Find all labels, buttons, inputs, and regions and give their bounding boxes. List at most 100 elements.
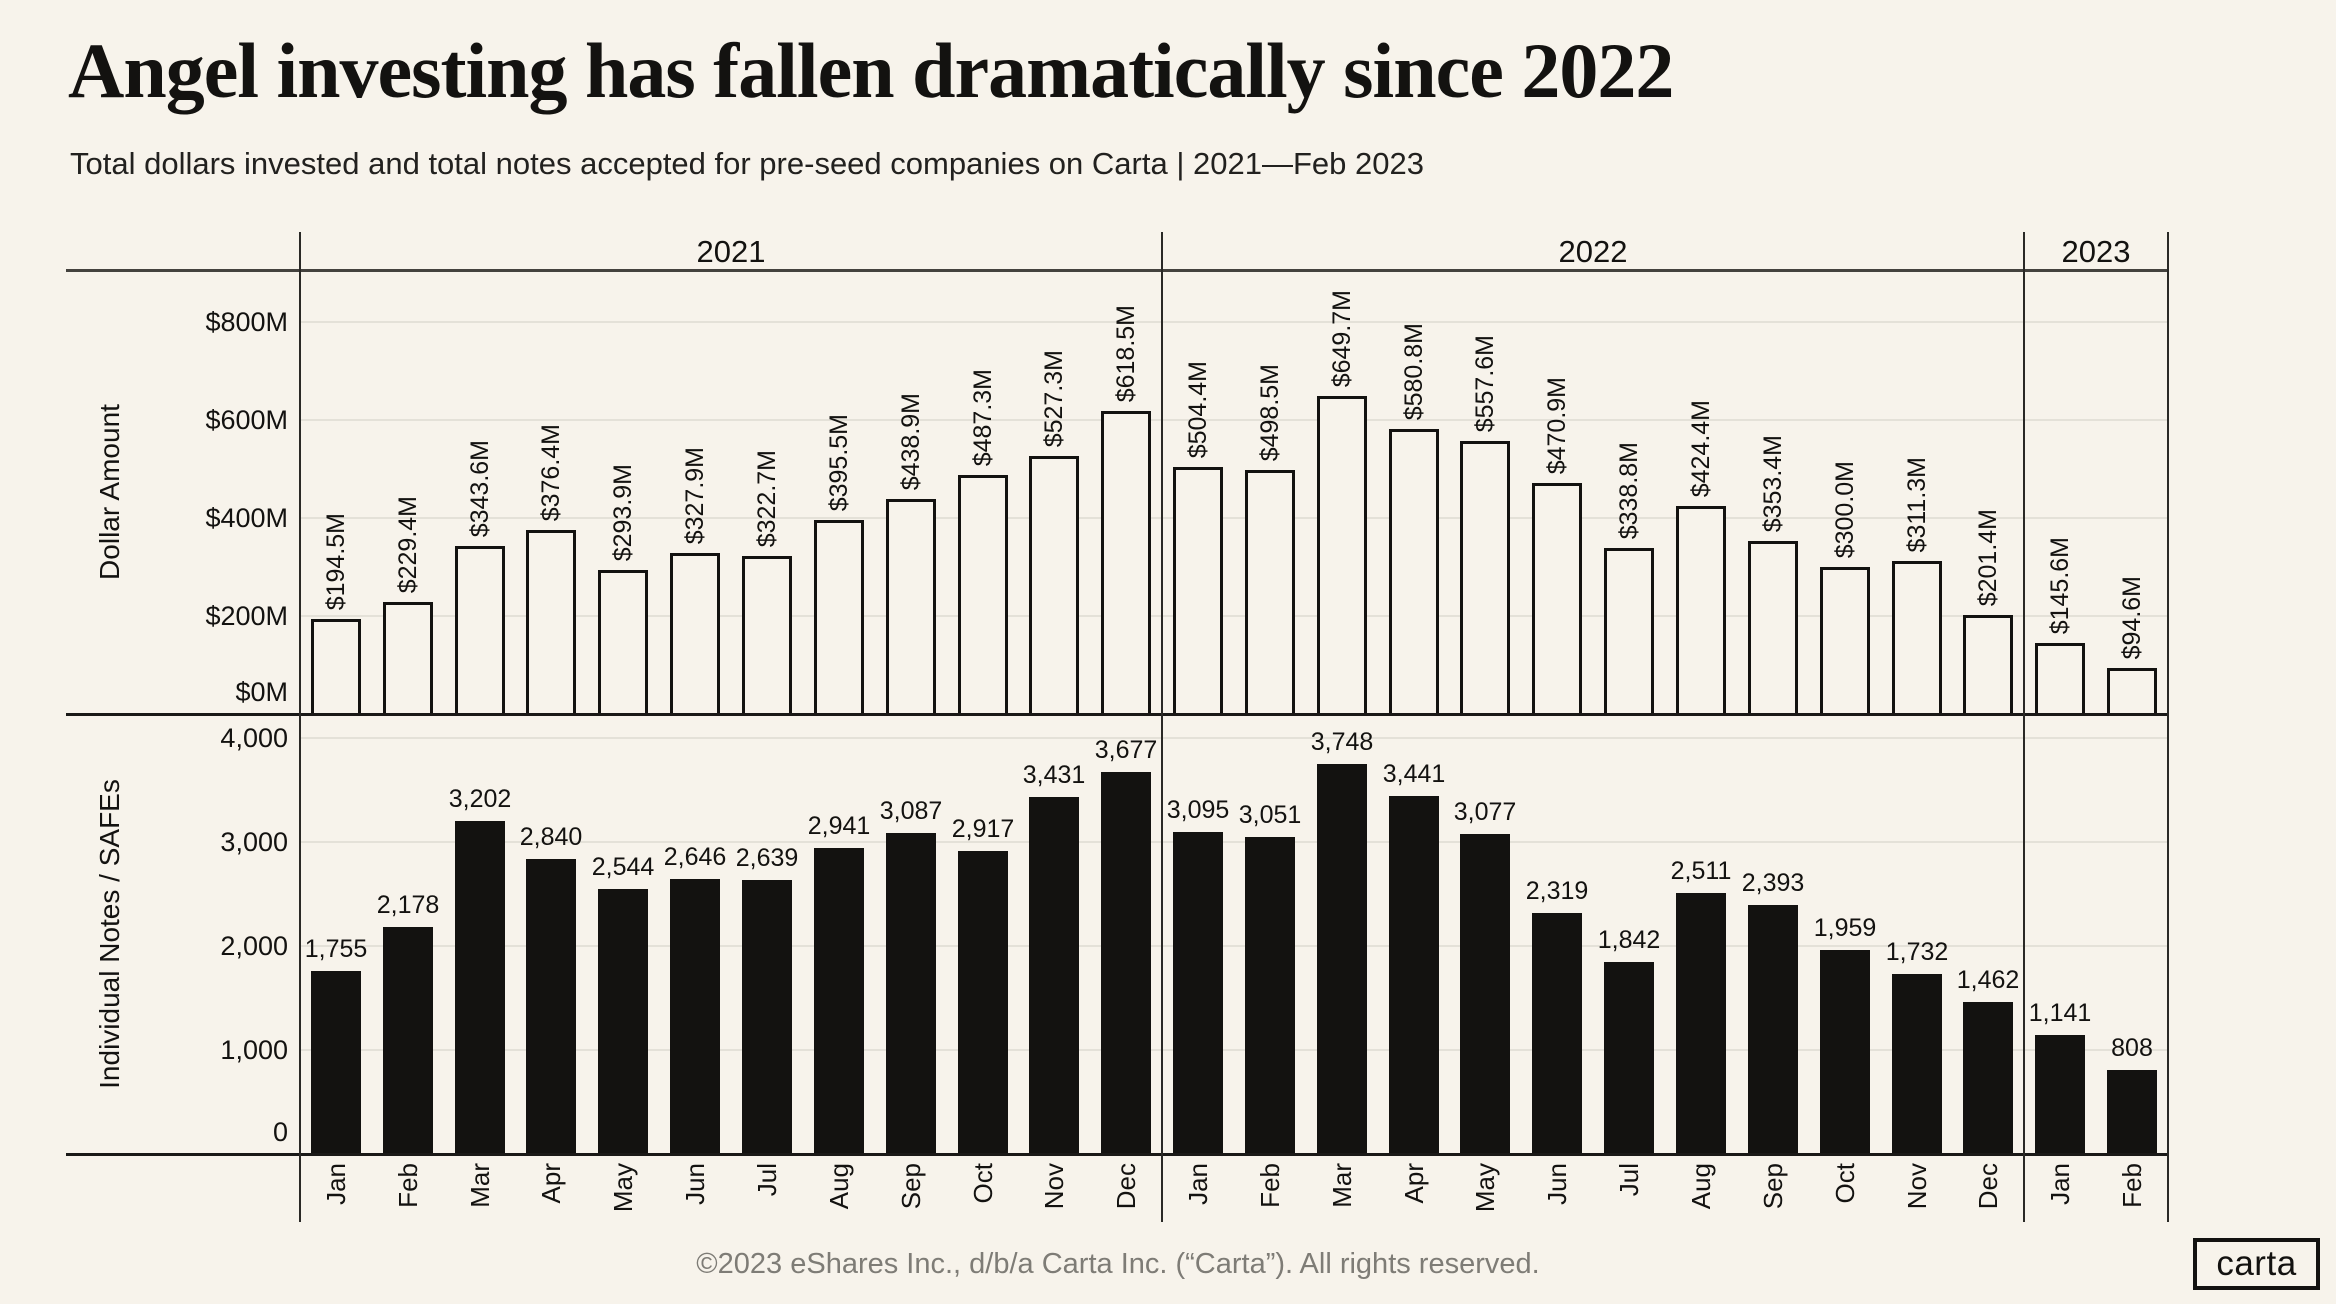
month-label: Aug [1686, 1163, 1716, 1210]
notes-bar-value-label: 808 [2111, 1034, 2153, 1062]
notes-bar [1820, 950, 1870, 1156]
page-subtitle: Total dollars invested and total notes a… [70, 146, 1424, 181]
dollar-bar-value-label: $145.6M [2046, 536, 2074, 634]
notes-bar-value-label: 3,077 [1453, 798, 1517, 826]
y-axis-line [299, 232, 301, 1222]
dollar-bar [958, 475, 1008, 716]
month-label: Dec [1111, 1163, 1141, 1210]
year-header-rule [66, 269, 2168, 272]
dollar-baseline [66, 713, 2168, 716]
dollar-bar-value-label: $649.7M [1328, 289, 1356, 387]
divider-2022-2023 [2023, 232, 2025, 1222]
y-tick-label: 1,000 [220, 1035, 288, 1065]
month-label: Sep [896, 1163, 926, 1210]
notes-bar [1389, 796, 1439, 1156]
notes-bar [2107, 1070, 2157, 1156]
notes-bar-value-label: 3,202 [448, 785, 512, 813]
footer-copyright: ©2023 eShares Inc., d/b/a Carta Inc. (“C… [696, 1248, 1540, 1280]
notes-bar [1604, 962, 1654, 1156]
notes-bar [455, 821, 505, 1156]
y-tick-label: $0M [235, 677, 288, 707]
notes-bar-value-label: 2,639 [735, 844, 799, 872]
notes-bar [742, 880, 792, 1156]
month-label: Nov [1902, 1163, 1932, 1210]
month-label: Jun [680, 1163, 710, 1205]
gridline [300, 841, 2168, 843]
notes-bar-value-label: 1,959 [1813, 914, 1877, 942]
month-label: Jun [1542, 1163, 1572, 1205]
dollar-bar-value-label: $618.5M [1112, 304, 1140, 402]
notes-bar [886, 833, 936, 1156]
month-label: Jan [2045, 1163, 2075, 1205]
gridline [300, 737, 2168, 739]
year-label-2021: 2021 [696, 234, 766, 269]
gridline [300, 1049, 2168, 1051]
notes-bar [1101, 772, 1151, 1156]
notes-bar [311, 971, 361, 1156]
dollar-bar-value-label: $229.4M [394, 495, 422, 593]
month-label: Feb [2117, 1163, 2147, 1208]
dollar-bar-value-label: $194.5M [322, 512, 350, 610]
dollar-bar-value-label: $376.4M [537, 423, 565, 521]
year-label-2023: 2023 [2061, 234, 2131, 269]
notes-bar-value-label: 1,842 [1597, 926, 1661, 954]
dollar-bar [1532, 483, 1582, 716]
notes-bar-value-label: 1,732 [1885, 938, 1949, 966]
dollar-bar [1389, 429, 1439, 716]
notes-bar [1748, 905, 1798, 1156]
month-label: Jan [321, 1163, 351, 1205]
notes-bar [1892, 974, 1942, 1156]
dollar-bar [886, 499, 936, 716]
dollar-bar [311, 619, 361, 716]
notes-bar-value-label: 2,646 [663, 843, 727, 871]
month-label: Mar [465, 1163, 495, 1208]
notes-bar [1676, 893, 1726, 1156]
month-label: May [1470, 1163, 1500, 1213]
dollar-bar [1676, 506, 1726, 716]
dollar-bar [1963, 615, 2013, 716]
month-label: Oct [968, 1163, 998, 1204]
notes-bar-value-label: 3,095 [1166, 796, 1230, 824]
dollar-bar [383, 602, 433, 716]
month-label: Jan [1183, 1163, 1213, 1205]
dollar-bar-value-label: $322.7M [753, 449, 781, 547]
notes-bar [1245, 837, 1295, 1156]
dollar-bar [2035, 643, 2085, 716]
dollar-bar-value-label: $300.0M [1831, 460, 1859, 558]
notes-bar-value-label: 2,544 [591, 853, 655, 881]
dollar-bar [1820, 567, 1870, 716]
notes-bar-value-label: 3,087 [879, 797, 943, 825]
y-tick-label: $600M [205, 405, 288, 435]
dollar-bar-value-label: $527.3M [1040, 349, 1068, 447]
carta-logo: carta [2193, 1238, 2320, 1290]
dollar-bar-value-label: $424.4M [1687, 399, 1715, 497]
dollar-bar [1604, 548, 1654, 716]
notes-bar-value-label: 2,319 [1525, 877, 1589, 905]
notes-bar [526, 859, 576, 1156]
month-label: Oct [1830, 1163, 1860, 1204]
dollar-bar-value-label: $338.8M [1615, 441, 1643, 539]
y-tick-label: 0 [272, 1117, 288, 1147]
plot-right-border [2167, 232, 2169, 1222]
notes-bar [383, 927, 433, 1156]
dollar-bar [1245, 470, 1295, 716]
notes-bar-value-label: 1,141 [2028, 999, 2092, 1027]
notes-bar [1173, 832, 1223, 1156]
dollar-bar [742, 556, 792, 716]
y-tick-label: 2,000 [220, 931, 288, 961]
month-label: Mar [1327, 1163, 1357, 1208]
notes-bar-value-label: 1,462 [1956, 966, 2020, 994]
gridline [300, 321, 2168, 323]
notes-bar [1317, 764, 1367, 1156]
gridline [300, 419, 2168, 421]
notes-bar [1963, 1002, 2013, 1156]
dollar-bar [1748, 541, 1798, 716]
dollar-bar-value-label: $343.6M [466, 439, 494, 537]
notes-bar-value-label: 2,511 [1670, 857, 1732, 885]
month-label: Feb [393, 1163, 423, 1208]
dollar-bar [1101, 411, 1151, 716]
notes-bar [598, 889, 648, 1156]
year-label-2022: 2022 [1558, 234, 1628, 269]
dollar-bar-value-label: $580.8M [1400, 322, 1428, 420]
dollar-bar [598, 570, 648, 716]
